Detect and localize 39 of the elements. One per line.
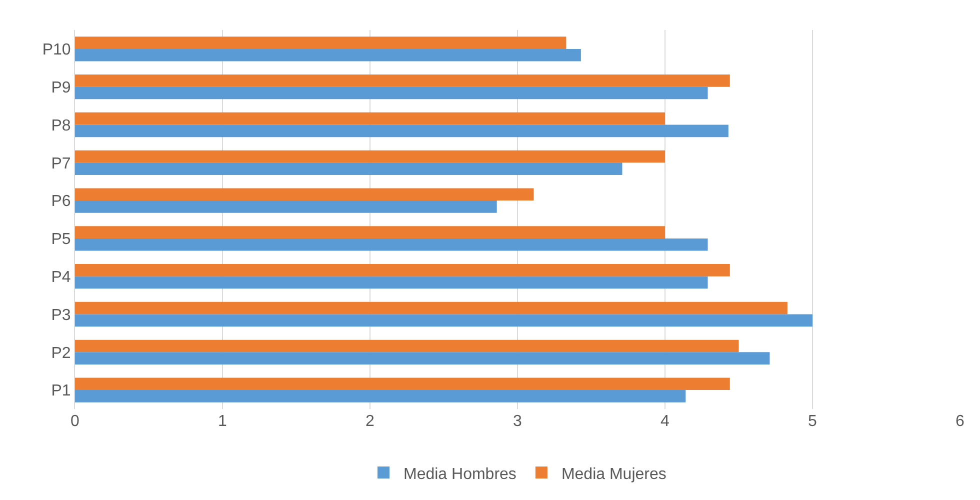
legend-label: Media Hombres (404, 466, 516, 483)
bar (75, 378, 730, 390)
bar (75, 112, 665, 125)
x-tick-label: 1 (218, 413, 228, 430)
y-tick-label: P10 (42, 42, 71, 59)
y-tick-label: P3 (51, 306, 71, 324)
bar (75, 36, 566, 49)
bar (75, 162, 622, 175)
bar (75, 86, 708, 100)
bar (75, 200, 497, 213)
bar (75, 302, 788, 314)
y-tick-label: P5 (51, 231, 71, 248)
bar (75, 188, 534, 201)
y-tick-label: P9 (51, 79, 71, 96)
bar (75, 226, 665, 238)
x-tick-label: 3 (513, 413, 522, 430)
y-tick-label: P1 (51, 382, 71, 400)
bar (75, 48, 581, 62)
x-tick-label: 2 (366, 413, 375, 430)
y-tick-label: P8 (51, 117, 71, 134)
y-tick-label: P2 (51, 344, 71, 362)
bar (75, 390, 686, 402)
bar (75, 314, 812, 327)
y-tick-label: P4 (51, 268, 71, 286)
bar (75, 276, 708, 289)
y-tick-label: P7 (51, 155, 71, 172)
bar (75, 264, 730, 276)
x-tick-label: 5 (808, 413, 818, 430)
y-tick-label: P6 (51, 193, 71, 210)
x-tick-label: 4 (660, 413, 670, 430)
bar (75, 352, 770, 364)
x-tick-label: 6 (956, 413, 965, 430)
bar (75, 238, 708, 251)
bar (75, 150, 665, 163)
bar (75, 74, 730, 87)
x-tick-label: 0 (70, 413, 80, 430)
bar (75, 124, 728, 138)
legend-label: Media Mujeres (561, 466, 666, 483)
bar (75, 340, 739, 352)
